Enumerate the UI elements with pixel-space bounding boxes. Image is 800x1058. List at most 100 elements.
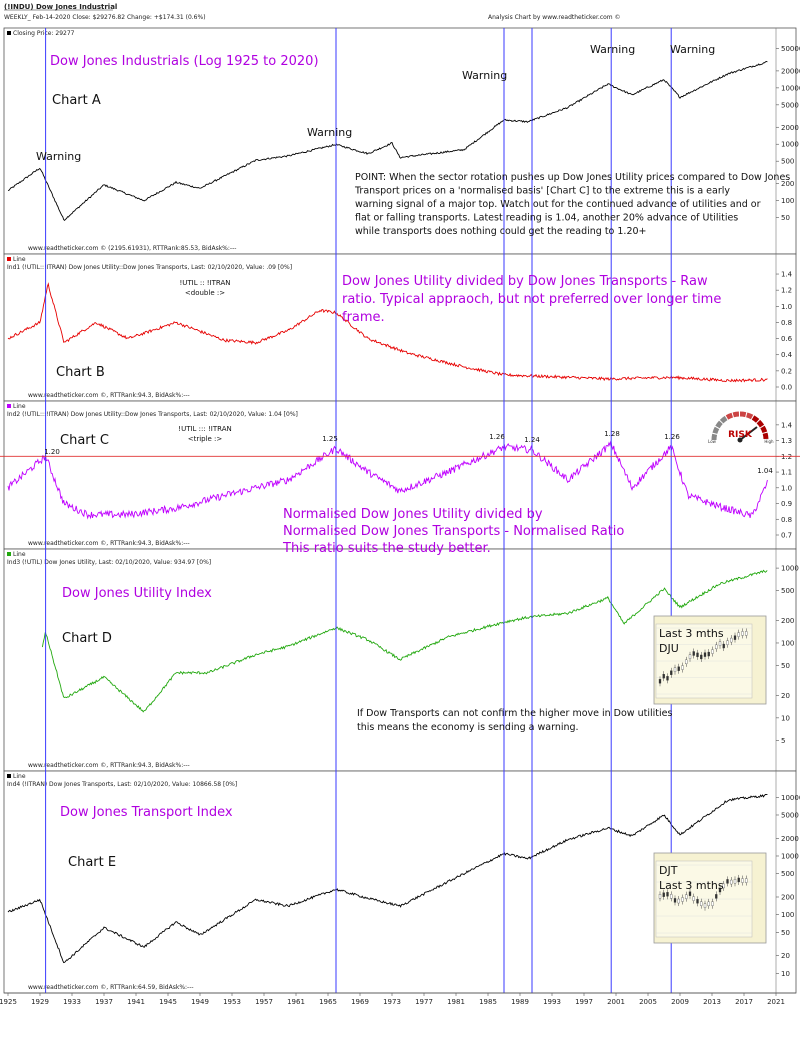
y-tick-label: 100 xyxy=(781,197,794,205)
inset-subtitle: Last 3 mths xyxy=(659,879,724,892)
y-tick-label: 200 xyxy=(781,893,794,901)
x-tick-label: 1965 xyxy=(319,998,337,1006)
chart-b-formula: !UTIL :: !ITRAN xyxy=(179,279,230,287)
peak-value-label: 1.26 xyxy=(489,433,505,441)
series-line-C xyxy=(7,440,768,520)
chart-b-formula-sub: <double :> xyxy=(185,289,225,297)
y-tick-label: 1.0 xyxy=(781,303,792,311)
risk-gauge-low-label: Low xyxy=(708,439,717,444)
y-tick-label: 50000 xyxy=(781,45,800,53)
y-tick-label: 0.2 xyxy=(781,367,792,375)
y-tick-label: 1.2 xyxy=(781,453,792,461)
y-tick-label: 500 xyxy=(781,870,794,878)
risk-gauge-label: RISK xyxy=(728,430,753,440)
y-tick-label: 200 xyxy=(781,617,794,625)
x-tick-label: 1957 xyxy=(255,998,273,1006)
y-tick-label: 10 xyxy=(781,970,790,978)
warning-label: Warning xyxy=(307,126,352,139)
panel-legend: Ind1 (!UTIL::!ITRAN) Dow Jones Utility::… xyxy=(7,264,292,271)
chart-d-title: Dow Jones Utility Index xyxy=(62,586,212,601)
y-tick-label: 5000 xyxy=(781,101,799,109)
x-tick-label: 2001 xyxy=(607,998,625,1006)
panel-top-label: Line xyxy=(13,773,26,780)
y-tick-label: 20000 xyxy=(781,67,800,75)
y-tick-label: 1000 xyxy=(781,141,799,149)
panel-frame xyxy=(3,253,797,402)
warning-label: Warning xyxy=(462,69,507,82)
panel-legend: Ind2 (!UTIL:::!ITRAN) Dow Jones Utility:… xyxy=(7,411,298,418)
inset-djt: DJT Last 3 mths xyxy=(653,852,767,944)
x-tick-label: 2017 xyxy=(735,998,753,1006)
x-tick-label: 1949 xyxy=(191,998,209,1006)
y-tick-label: 1.4 xyxy=(781,421,793,429)
chart-c-formula: !UTIL ::: !ITRAN xyxy=(178,425,231,433)
y-tick-label: 50 xyxy=(781,662,790,670)
peak-value-label: 1.28 xyxy=(604,430,620,438)
x-tick-label: 1973 xyxy=(383,998,401,1006)
panel-footer: www.readtheticker.com ©, RTTRank:64.59, … xyxy=(28,984,194,991)
panel-top-label: Line xyxy=(13,256,26,263)
series-line-B xyxy=(7,282,768,383)
y-tick-label: 10000 xyxy=(781,794,800,802)
y-tick-label: 200 xyxy=(781,180,794,188)
y-tick-label: 100 xyxy=(781,639,794,647)
x-tick-label: 1937 xyxy=(95,998,113,1006)
x-axis: 1925 1929 1933 1937 1941 1945 1949 1953 1957 1961… xyxy=(0,992,796,1006)
risk-gauge-high-label: High xyxy=(764,439,774,444)
inset-title: Last 3 mths xyxy=(659,627,724,640)
panel-A: Closing Price: 29277 50000 20000 10000 5000 2… xyxy=(3,27,800,255)
y-tick-label: 2000 xyxy=(781,124,799,132)
x-tick-label: 1925 xyxy=(0,998,17,1006)
panel-footer: www.readtheticker.com ©, RTTRank:94.3, B… xyxy=(28,540,190,547)
panel-legend: Ind4 (!ITRAN) Dow Jones Transports, Last… xyxy=(7,781,237,788)
series-line-A xyxy=(7,61,768,222)
y-tick-label: 0.6 xyxy=(781,335,793,343)
y-tick-label: 0.4 xyxy=(781,351,793,359)
y-tick-label: 0.9 xyxy=(781,500,792,508)
chart-d-label: Chart D xyxy=(62,631,112,646)
y-tick-label: 20 xyxy=(781,952,790,960)
x-tick-label: 2021 xyxy=(767,998,785,1006)
x-tick-label: 2009 xyxy=(671,998,689,1006)
utility-note: If Dow Transports can not confirm the hi… xyxy=(357,708,672,733)
chart-c-label: Chart C xyxy=(60,433,109,448)
x-tick-label: 1933 xyxy=(63,998,81,1006)
chart-e-title: Dow Jones Transport Index xyxy=(60,805,233,820)
x-tick-label: 1977 xyxy=(415,998,433,1006)
chart-c-title: Normalised Dow Jones Utility divided by N… xyxy=(282,507,624,556)
x-tick-label: 1945 xyxy=(159,998,177,1006)
y-tick-label: 5000 xyxy=(781,811,799,819)
chart-a-label: Chart A xyxy=(52,93,101,108)
y-tick-label: 1.1 xyxy=(781,469,792,477)
header-info: WEEKLY_ Feb-14-2020 Close: $29276.82 Cha… xyxy=(4,14,206,21)
peak-value-label: 1.20 xyxy=(44,448,60,456)
header-symbol: (!INDU) Dow Jones Industrial xyxy=(4,3,117,11)
peak-value-label: 1.04 xyxy=(757,467,773,475)
chart-a-title: Dow Jones Industrials (Log 1925 to 2020) xyxy=(50,54,319,69)
panel-footer: www.readtheticker.com © (2195.61931), RT… xyxy=(28,245,236,252)
panel-footer: www.readtheticker.com ©, RTTRank:94.3, B… xyxy=(28,762,190,769)
y-tick-label: 1000 xyxy=(781,852,799,860)
y-tick-label: 0.8 xyxy=(781,516,792,524)
y-tick-label: 500 xyxy=(781,158,794,166)
point-note: POINT: When the sector rotation pushes u… xyxy=(354,172,790,237)
x-tick-label: 1969 xyxy=(351,998,369,1006)
y-tick-label: 1000 xyxy=(781,565,799,573)
x-tick-label: 1953 xyxy=(223,998,241,1006)
panel-top-label: Line xyxy=(13,551,26,558)
y-tick-label: 1.3 xyxy=(781,437,792,445)
panel-frame xyxy=(3,400,797,550)
inset-subtitle: DJU xyxy=(659,642,679,655)
panel-footer: www.readtheticker.com ©, RTTRank:94.3, B… xyxy=(28,392,190,399)
x-tick-label: 1989 xyxy=(511,998,529,1006)
y-tick-label: 1.2 xyxy=(781,287,792,295)
risk-gauge-icon: RISK Low High xyxy=(708,411,774,444)
panel-top-label: Closing Price: 29277 xyxy=(13,30,75,37)
y-tick-label: 1.0 xyxy=(781,484,792,492)
peak-value-label: 1.26 xyxy=(664,433,680,441)
x-tick-label: 1993 xyxy=(543,998,561,1006)
warning-label: Warning xyxy=(670,43,715,56)
series-line-D xyxy=(41,569,768,713)
